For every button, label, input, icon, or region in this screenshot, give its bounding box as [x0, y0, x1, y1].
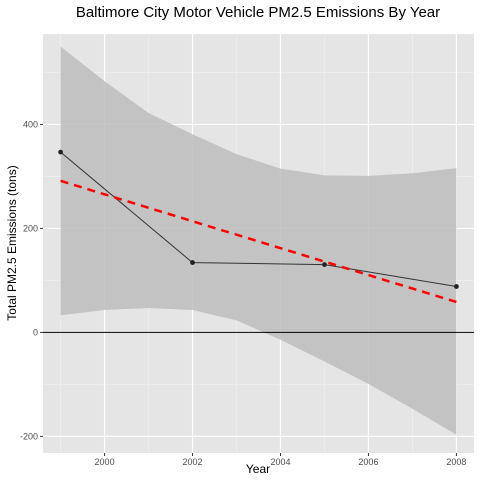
- emissions-line: [60, 151, 457, 287]
- x-tick-label: 2006: [358, 457, 378, 467]
- y-axis-title: Total PM2.5 Emissions (tons): [5, 165, 19, 320]
- confidence-band: [60, 46, 457, 435]
- y-axis-ticks: -200 0 200 400: [20, 119, 43, 441]
- x-tick-label: 2002: [183, 457, 203, 467]
- data-point: [58, 149, 63, 155]
- y-tick-label: 0: [33, 327, 38, 337]
- y-tick-label: 200: [23, 223, 38, 233]
- data-point: [322, 262, 327, 268]
- y-tick-label: -200: [20, 431, 38, 441]
- x-tick-label: 2004: [270, 457, 290, 467]
- emissions-points: [58, 149, 459, 289]
- y-tick-label: 400: [23, 119, 38, 129]
- x-axis-title: Year: [246, 462, 270, 476]
- x-tick-label: 2000: [95, 457, 115, 467]
- chart-title: Baltimore City Motor Vehicle PM2.5 Emiss…: [76, 4, 440, 21]
- x-tick-label: 2008: [446, 457, 466, 467]
- data-point: [454, 284, 459, 289]
- data-point: [190, 260, 195, 265]
- x-axis-ticks: 2000 2002 2004 2006 2008: [95, 453, 466, 467]
